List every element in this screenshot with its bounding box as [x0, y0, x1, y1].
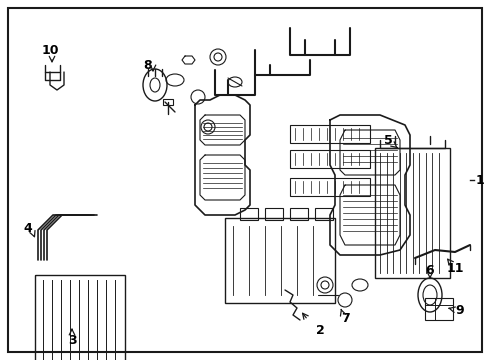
Text: 5: 5 — [384, 134, 392, 147]
Bar — [290, 208, 308, 220]
Bar — [290, 150, 370, 168]
Bar — [290, 178, 370, 196]
Bar — [163, 99, 173, 105]
Text: 1: 1 — [476, 174, 485, 186]
Bar — [225, 218, 335, 303]
Text: 2: 2 — [316, 324, 324, 337]
Bar — [425, 298, 453, 320]
Text: 3: 3 — [68, 333, 76, 346]
Text: 9: 9 — [456, 303, 465, 316]
Text: 4: 4 — [24, 221, 32, 234]
Text: 6: 6 — [426, 264, 434, 276]
Bar — [375, 148, 450, 278]
Text: 7: 7 — [341, 311, 349, 324]
Text: 8: 8 — [144, 59, 152, 72]
Bar — [290, 125, 370, 143]
Bar — [240, 208, 258, 220]
Bar — [35, 275, 125, 360]
Text: 10: 10 — [41, 44, 59, 57]
Text: 11: 11 — [446, 261, 464, 274]
Bar — [315, 208, 333, 220]
Bar — [265, 208, 283, 220]
